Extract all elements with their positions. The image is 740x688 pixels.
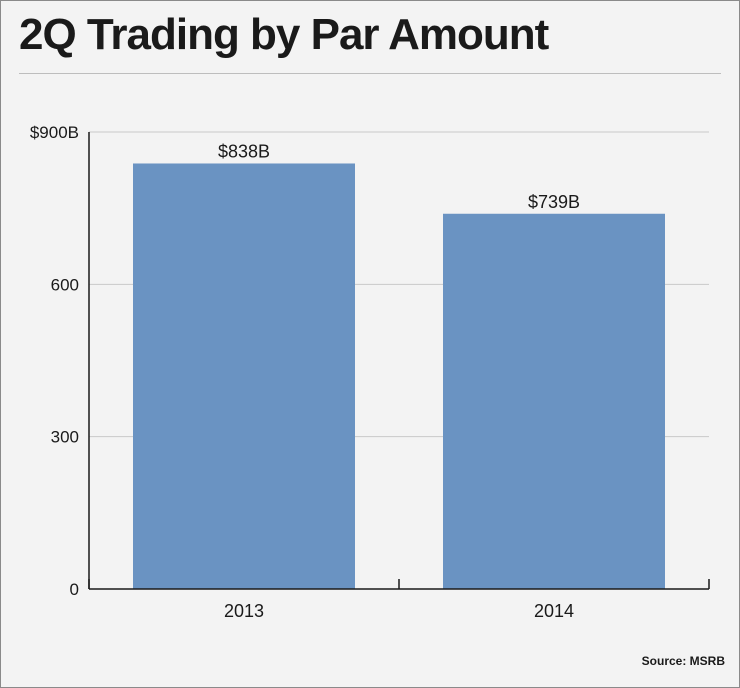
y-tick-label: $900B: [30, 123, 79, 142]
bars: [133, 163, 665, 589]
y-tick-label: 0: [70, 580, 79, 599]
x-tick-label: 2014: [534, 601, 574, 621]
bar-value-label: $739B: [528, 192, 580, 212]
chart-title: 2Q Trading by Par Amount: [19, 10, 549, 59]
y-tick-label: 600: [51, 275, 79, 294]
x-tick-label: 2013: [224, 601, 264, 621]
y-tick-label: 300: [51, 428, 79, 447]
bar-value-label: $838B: [218, 141, 270, 161]
title-divider: [19, 73, 721, 74]
source-note: Source: MSRB: [641, 654, 725, 668]
axes: [88, 132, 710, 590]
bar-2013: [133, 163, 355, 589]
bar-2014: [443, 213, 665, 589]
labels: 0 300 600 $900B $838B 2013 $739B 2014: [30, 123, 580, 621]
